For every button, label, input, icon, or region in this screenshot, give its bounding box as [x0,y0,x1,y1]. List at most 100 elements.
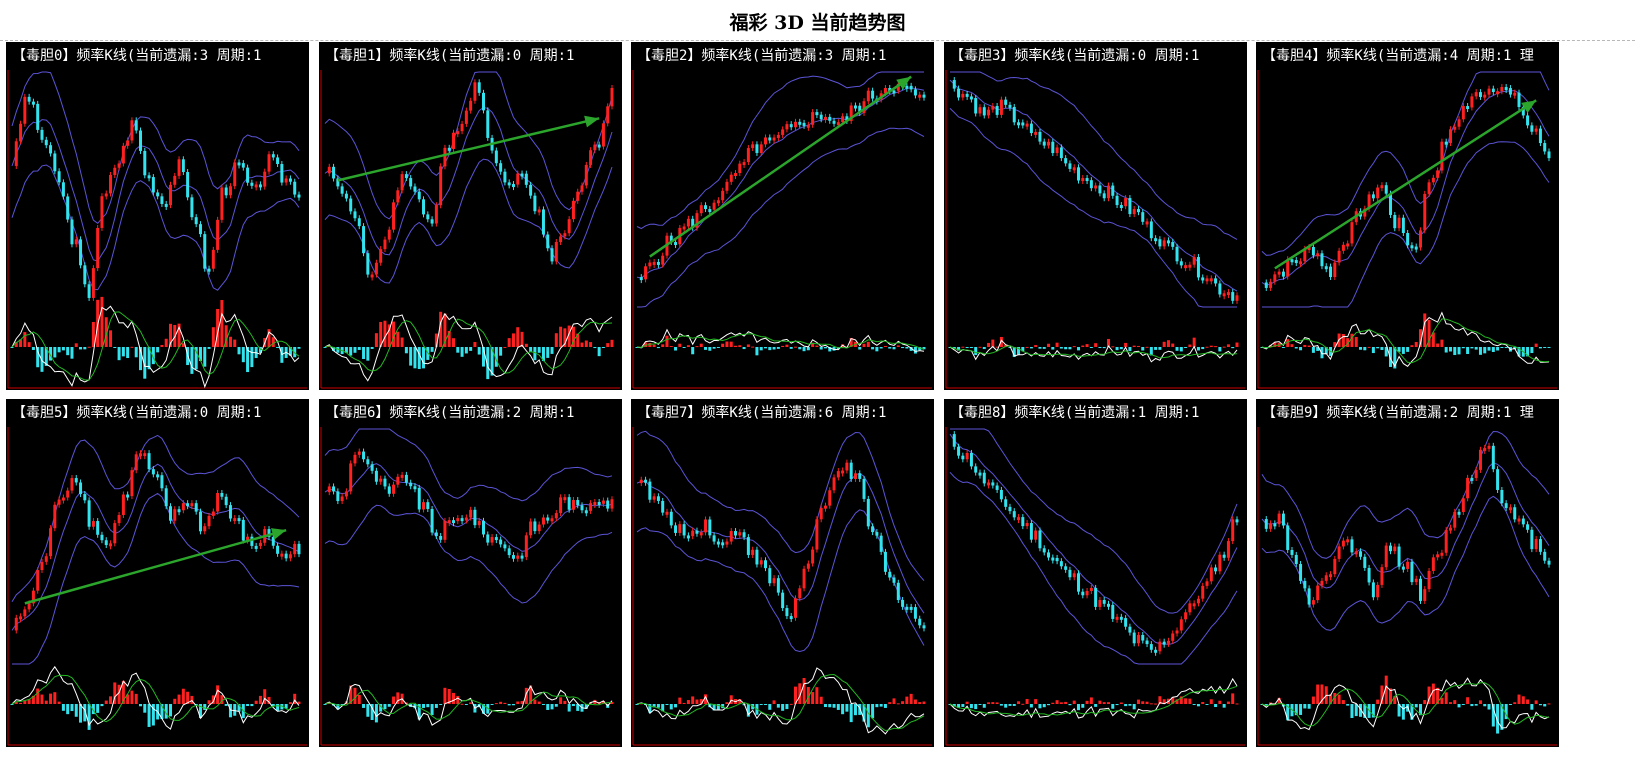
candle-body [297,194,301,198]
candle-body [143,150,147,176]
indicator-bar [1487,704,1491,710]
indicator-bar [49,693,53,704]
candle-body [1389,193,1393,215]
indicator-bar [198,704,202,719]
indicator-bar [1081,345,1085,347]
indicator-bar [130,690,134,704]
indicator-bar [759,347,763,351]
candle-body [1367,567,1371,583]
indicator-bar [1491,347,1495,352]
candle-body [417,191,421,200]
indicator-bar [648,343,652,347]
candle-body [559,236,563,243]
candle-body [1397,217,1401,229]
indicator-bar [879,704,883,707]
candle-body [610,87,614,107]
candle-body [1166,240,1170,244]
candle-body [413,186,417,192]
indicator-bar [460,703,464,705]
band-lower [324,504,613,604]
candle-body [952,434,956,447]
indicator-bar [297,347,301,349]
indicator-bar [1222,346,1226,348]
candle-body [1359,551,1363,557]
candle-body [1047,552,1051,558]
indicator-bar [1179,347,1183,352]
candle-body [1457,511,1461,515]
indicator-bar [31,347,35,350]
band-middle [636,472,925,614]
candle-body [823,505,827,509]
candle-body [978,472,982,476]
indicator-bar [271,704,275,706]
indicator-bar [130,346,134,348]
candle-body [811,112,815,125]
candle-body [1098,185,1102,194]
candle-body [1526,115,1530,126]
indicator-bar [999,704,1003,706]
indicator-bar [819,696,823,704]
indicator-bar [1098,700,1102,704]
candle-body [151,177,155,193]
band-middle [11,119,300,262]
candle-body [14,617,18,631]
indicator-bar [656,704,660,708]
candle-body [1406,561,1410,569]
indicator-slow-line [11,674,300,723]
candle-body [1294,260,1298,264]
indicator-bar [1059,702,1063,704]
candle-body [828,490,832,506]
candle-body [181,503,185,511]
panel-chart-6 [320,427,620,746]
indicator-bar [263,689,267,704]
indicator-bar [1085,344,1089,347]
candle-body [772,578,776,584]
indicator-bar [819,347,823,350]
candle-body [798,121,802,125]
candle-body [913,89,917,96]
band-lower [949,471,1238,665]
indicator-bar [447,331,451,347]
indicator-bar [1496,347,1500,351]
candle-body [340,186,344,194]
indicator-bar [1491,704,1495,727]
candle-body [79,239,83,266]
indicator-bar [1414,341,1418,347]
candle-body [113,167,117,175]
candle-body [1277,271,1281,275]
candle-body [36,570,40,591]
indicator-bar [712,704,716,711]
indicator-bar [1218,700,1222,704]
panel-title-3: 【毒胆3】频率K线(当前遗漏:0 周期:1 [950,48,1200,64]
candle-body [751,549,755,555]
candle-body [648,262,652,267]
indicator-bar [216,685,220,704]
trend-arrow-head [1521,100,1537,113]
indicator-bar [477,347,481,355]
candle-body [96,227,100,269]
candle-body [858,473,862,479]
indicator-bar [499,701,503,704]
candle-body [1055,147,1059,154]
indicator-bar [1316,684,1320,704]
indicator-bar [293,347,297,358]
candle-body [19,616,23,620]
candle-body [263,171,267,187]
indicator-bar [1209,345,1213,347]
indicator-bar [507,338,511,347]
indicator-slow-line [11,311,300,381]
indicator-bar [499,347,503,356]
indicator-bar [1188,344,1192,347]
indicator-bar [224,325,228,347]
indicator-bar [1440,339,1444,347]
indicator-bar [922,347,926,350]
panel-chart-4 [1257,70,1557,389]
indicator-bar [443,313,447,347]
indicator-bar [554,704,558,707]
candle-body [134,454,138,471]
candle-body [409,178,413,187]
candle-body [387,486,391,494]
candle-body [1231,292,1235,301]
indicator-bar [430,347,434,352]
indicator-bar [404,347,408,354]
